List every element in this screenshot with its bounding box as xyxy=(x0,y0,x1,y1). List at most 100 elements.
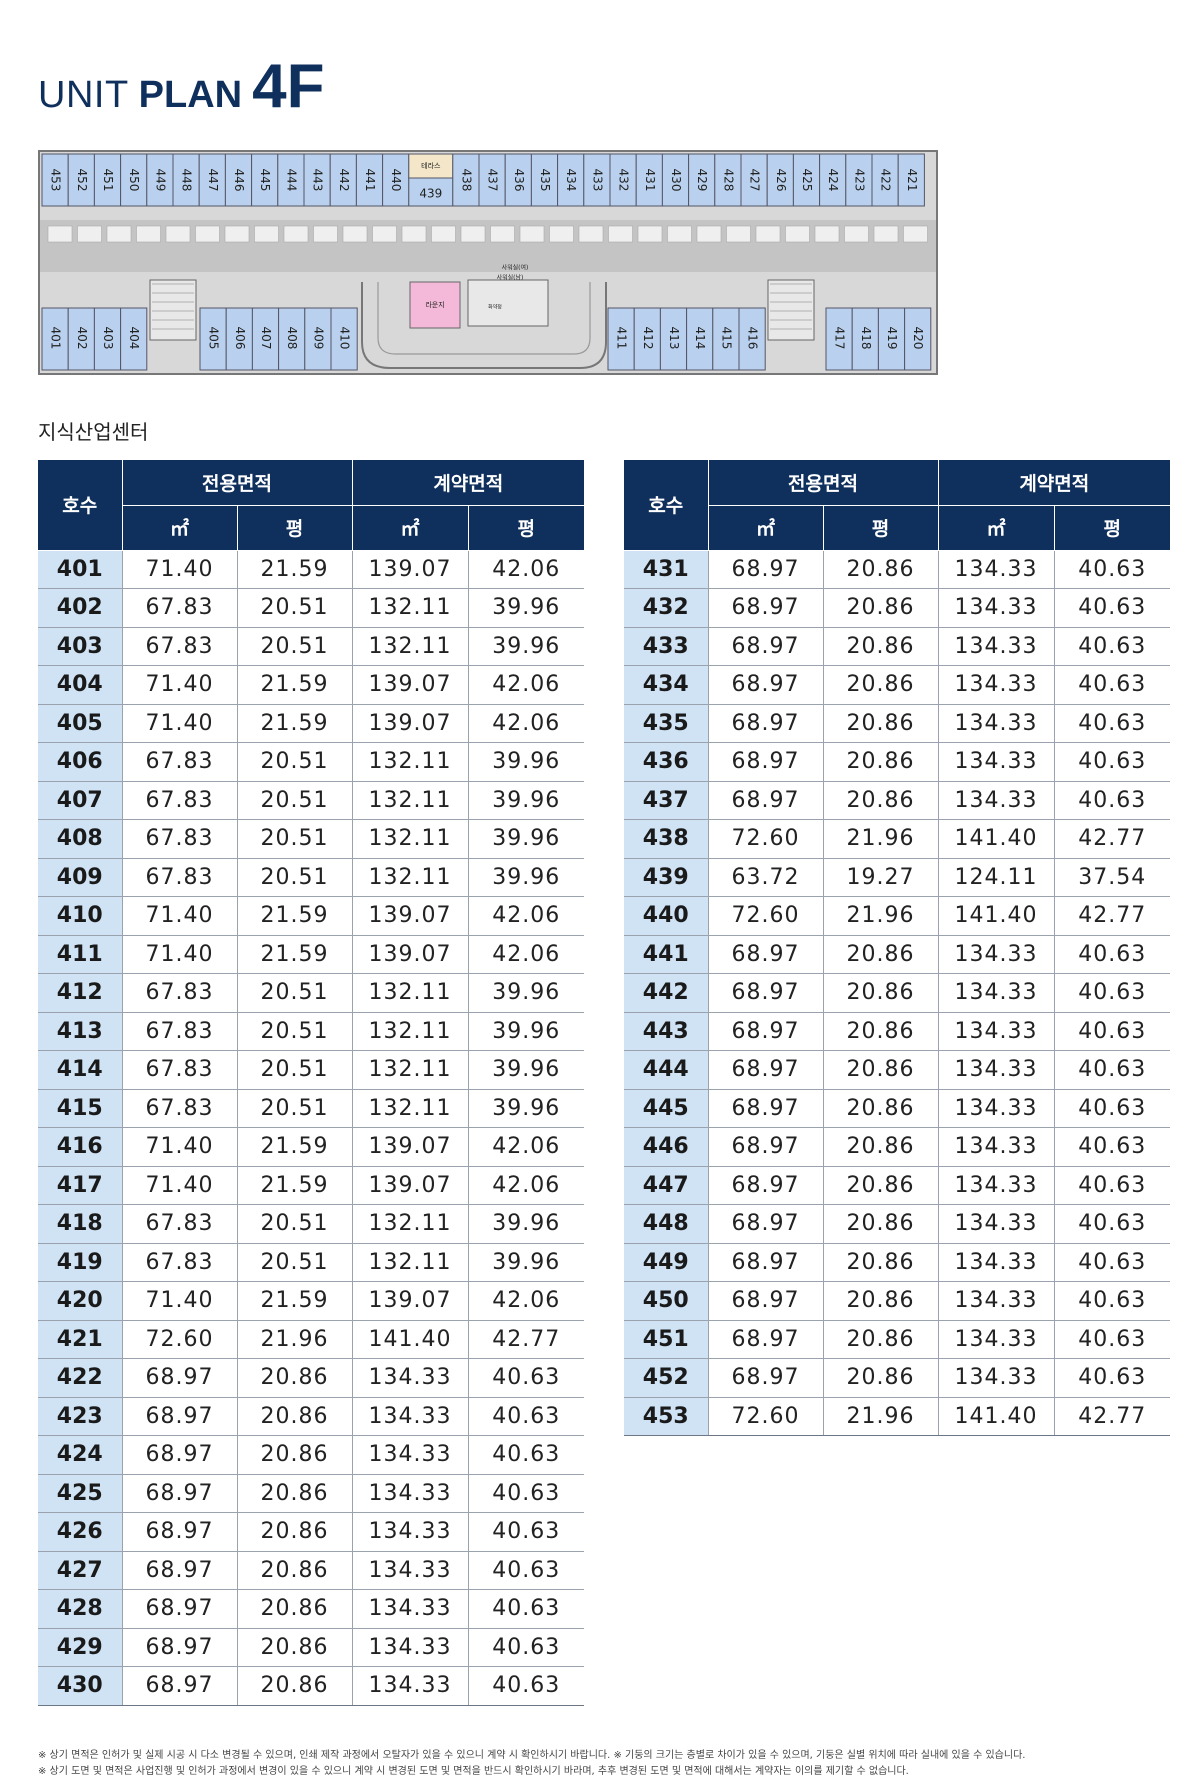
corridor-stripe xyxy=(785,225,810,243)
corridor-stripe xyxy=(401,225,427,243)
exclusive-sqm: 67.83 xyxy=(122,973,238,1013)
exclusive-pyeong: 21.59 xyxy=(237,1281,353,1321)
exclusive-pyeong: 20.86 xyxy=(823,1204,939,1244)
exclusive-pyeong: 20.51 xyxy=(237,858,353,897)
unit-label: 409 xyxy=(311,327,325,350)
contract-sqm: 139.07 xyxy=(352,704,469,743)
corridor-stripe xyxy=(254,225,279,243)
unit-label: 431 xyxy=(643,169,657,192)
contract-pyeong: 40.63 xyxy=(468,1589,585,1629)
table-row: 411 71.40 21.59 139.07 42.06 xyxy=(38,935,585,974)
table-row: 413 67.83 20.51 132.11 39.96 xyxy=(38,1012,585,1051)
floor-plan-drawing: 453 452 451 450 449 448 447 446 445 444 443 442 441 4… xyxy=(40,153,936,371)
contract-sqm: 139.07 xyxy=(352,665,469,705)
exclusive-sqm: 68.97 xyxy=(708,935,824,974)
exclusive-sqm: 68.97 xyxy=(708,1166,824,1205)
table-row: 426 68.97 20.86 134.33 40.63 xyxy=(38,1512,585,1552)
contract-pyeong: 40.63 xyxy=(1054,1127,1171,1167)
table-row: 438 72.60 21.96 141.40 42.77 xyxy=(624,819,1171,859)
table-row: 419 67.83 20.51 132.11 39.96 xyxy=(38,1243,585,1282)
contract-sqm: 134.33 xyxy=(352,1397,469,1436)
corridor-stripe xyxy=(77,225,102,243)
unit-number: 440 xyxy=(624,896,709,936)
unit-number: 409 xyxy=(38,858,123,897)
unit-cell xyxy=(897,153,925,207)
contract-pyeong: 40.63 xyxy=(468,1628,585,1667)
contract-pyeong: 40.63 xyxy=(1054,935,1171,974)
unit-number: 401 xyxy=(38,550,123,589)
unit-label: 436 xyxy=(512,169,526,192)
unit-cell xyxy=(277,153,305,207)
contract-sqm: 134.33 xyxy=(938,1204,1055,1244)
contract-sqm: 139.07 xyxy=(352,1127,469,1167)
unit-number: 424 xyxy=(38,1435,123,1475)
contract-sqm: 132.11 xyxy=(352,819,469,859)
unit-label: 426 xyxy=(774,169,788,192)
contract-pyeong: 39.96 xyxy=(468,742,585,782)
header-sqm: ㎡ xyxy=(708,505,824,551)
unit-number: 439 xyxy=(624,858,709,897)
table-row: 408 67.83 20.51 132.11 39.96 xyxy=(38,819,585,859)
title-unit: UNIT xyxy=(38,74,129,116)
unit-label: 425 xyxy=(800,169,814,192)
unit-number: 406 xyxy=(38,742,123,782)
contract-sqm: 134.33 xyxy=(352,1358,469,1398)
unit-label: 418 xyxy=(859,327,873,350)
exclusive-pyeong: 21.96 xyxy=(823,1397,939,1436)
exclusive-sqm: 72.60 xyxy=(708,896,824,936)
table-row: 425 68.97 20.86 134.33 40.63 xyxy=(38,1474,585,1513)
unit-number: 446 xyxy=(624,1127,709,1167)
unit-number: 449 xyxy=(624,1243,709,1282)
unit-cell xyxy=(661,153,690,207)
unit-number: 408 xyxy=(38,819,123,859)
contract-sqm: 141.40 xyxy=(938,819,1055,859)
unit-number: 448 xyxy=(624,1204,709,1244)
exclusive-sqm: 68.97 xyxy=(708,781,824,820)
exclusive-sqm: 68.97 xyxy=(122,1435,238,1475)
table-row: 448 68.97 20.86 134.33 40.63 xyxy=(624,1204,1171,1244)
unit-label: 445 xyxy=(258,169,272,192)
contract-pyeong: 40.63 xyxy=(1054,588,1171,628)
unit-label: 437 xyxy=(486,169,500,192)
corridor-stripe xyxy=(106,225,132,243)
table-row: 449 68.97 20.86 134.33 40.63 xyxy=(624,1243,1171,1282)
exclusive-sqm: 67.83 xyxy=(122,781,238,820)
contract-pyeong: 39.96 xyxy=(468,1204,585,1244)
unit-number: 442 xyxy=(624,973,709,1013)
exclusive-sqm: 68.97 xyxy=(708,1127,824,1167)
table-row: 423 68.97 20.86 134.33 40.63 xyxy=(38,1397,585,1436)
unit-label: 444 xyxy=(284,169,298,192)
exclusive-sqm: 67.83 xyxy=(122,858,238,897)
corridor-stripe xyxy=(696,225,722,243)
unit-area-table-right: 호수 전용면적 계약면적 ㎡ 평 ㎡ 평 431 68.97 20.86 134.33… xyxy=(624,460,1171,1436)
contract-sqm: 132.11 xyxy=(352,1012,469,1051)
corridor-stripe xyxy=(637,225,663,243)
unit-label: 417 xyxy=(833,327,847,350)
exclusive-pyeong: 20.86 xyxy=(823,1012,939,1051)
contract-sqm: 134.33 xyxy=(938,781,1055,820)
unit-number: 420 xyxy=(38,1281,123,1321)
table-row: 446 68.97 20.86 134.33 40.63 xyxy=(624,1127,1171,1167)
table-row: 443 68.97 20.86 134.33 40.63 xyxy=(624,1012,1171,1051)
exclusive-pyeong: 20.86 xyxy=(823,704,939,743)
unit-label: 435 xyxy=(538,169,552,192)
unit-number: 438 xyxy=(624,819,709,859)
exclusive-pyeong: 20.86 xyxy=(237,1512,353,1552)
exclusive-sqm: 67.83 xyxy=(122,1243,238,1282)
table-row: 414 67.83 20.51 132.11 39.96 xyxy=(38,1050,585,1090)
exclusive-pyeong: 20.86 xyxy=(823,781,939,820)
contract-sqm: 139.07 xyxy=(352,1281,469,1321)
unit-number: 411 xyxy=(38,935,123,974)
exclusive-sqm: 67.83 xyxy=(122,588,238,628)
header-pyeong: 평 xyxy=(823,505,939,551)
corridor-stripe xyxy=(165,225,191,243)
unit-number: 443 xyxy=(624,1012,709,1051)
table-row: 447 68.97 20.86 134.33 40.63 xyxy=(624,1166,1171,1205)
corridor-stripe xyxy=(224,225,250,243)
table-row: 418 67.83 20.51 132.11 39.96 xyxy=(38,1204,585,1244)
unit-cell xyxy=(146,153,174,207)
unit-cell xyxy=(93,153,122,207)
corridor-stripe xyxy=(578,225,604,243)
contract-pyeong: 40.63 xyxy=(1054,1204,1171,1244)
unit-label: 419 xyxy=(885,327,899,350)
